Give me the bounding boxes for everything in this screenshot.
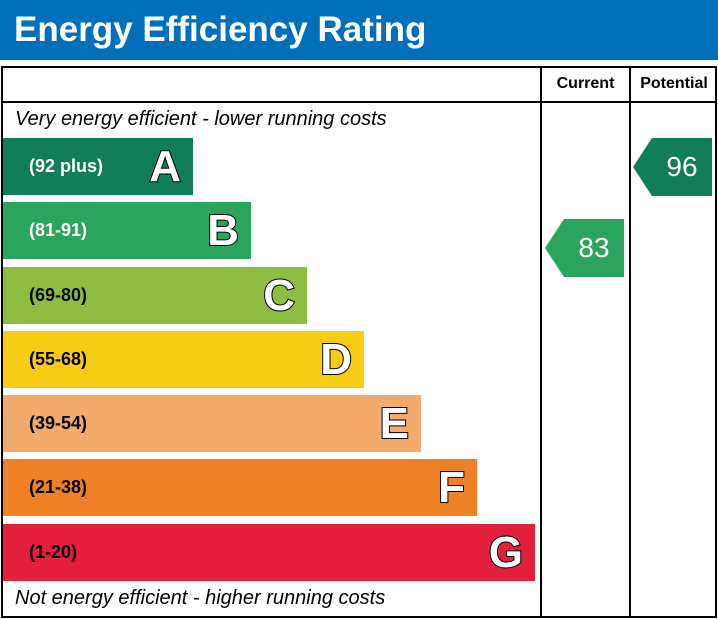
band-range: (69-80) — [29, 285, 88, 305]
current-column-header: Current — [556, 75, 615, 92]
band-bar-a: (92 plus) A — [3, 138, 193, 195]
band-range: (39-54) — [29, 413, 88, 433]
band-bar-c: (69-80) C — [3, 267, 307, 324]
band-letter: D — [319, 334, 353, 385]
band-letter: A — [148, 141, 182, 192]
band-letter: B — [206, 205, 240, 256]
band-letter: G — [488, 527, 524, 578]
band-letter: E — [379, 398, 410, 449]
chart-title: Energy Efficiency Rating — [0, 0, 718, 60]
potential-column-header: Potential — [640, 75, 708, 92]
band-bar-b: (81-91) B — [3, 202, 251, 259]
current-column-divider — [540, 66, 542, 618]
chart-frame — [1, 66, 717, 618]
header-divider — [1, 101, 717, 103]
bottom-note: Not energy efficient - higher running co… — [15, 587, 386, 609]
current-rating-arrow: 83 — [545, 219, 624, 277]
band-bar-d: (55-68) D — [3, 331, 364, 388]
top-note: Very energy efficient - lower running co… — [15, 108, 387, 130]
band-range: (81-91) — [29, 220, 88, 240]
band-range: (92 plus) — [29, 156, 104, 176]
potential-column-divider — [629, 66, 631, 618]
band-bar-g: (1-20) G — [3, 524, 535, 581]
band-letter: C — [262, 270, 296, 321]
band-bar-e: (39-54) E — [3, 395, 421, 452]
potential-rating-arrow: 96 — [633, 138, 712, 196]
band-bar-f: (21-38) F — [3, 459, 477, 516]
band-range: (21-38) — [29, 477, 88, 497]
band-letter: F — [437, 462, 466, 513]
current-rating-value: 83 — [578, 232, 610, 263]
band-range: (1-20) — [29, 542, 78, 562]
potential-rating-value: 96 — [666, 151, 698, 182]
band-range: (55-68) — [29, 349, 88, 369]
